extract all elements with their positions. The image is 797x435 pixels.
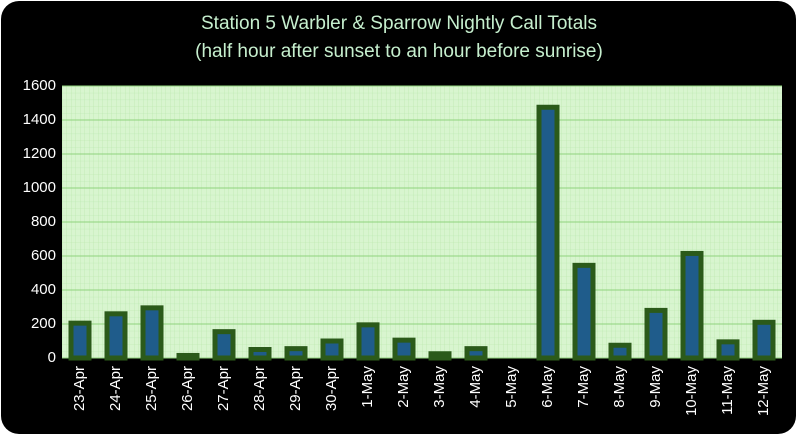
- chart-title: Station 5 Warbler & Sparrow Nightly Call…: [201, 13, 597, 34]
- x-tick-label: 2-May: [395, 366, 412, 408]
- x-tick-label: 12-May: [755, 366, 772, 417]
- bar: [680, 250, 704, 361]
- x-tick-label: 27-Apr: [215, 366, 232, 411]
- x-tick-label: 10-May: [683, 366, 700, 417]
- bar: [752, 319, 776, 361]
- y-tick-label: 400: [31, 281, 56, 298]
- x-tick-label: 1-May: [359, 366, 376, 408]
- x-tick-label: 7-May: [575, 366, 592, 408]
- y-tick-label: 1400: [23, 111, 56, 128]
- bar: [428, 351, 452, 361]
- y-tick-label: 0: [48, 349, 56, 366]
- bar: [392, 337, 416, 361]
- bar: [104, 311, 128, 361]
- x-tick-label: 26-Apr: [179, 366, 196, 411]
- y-tick-label: 200: [31, 315, 56, 332]
- bar: [644, 307, 668, 361]
- x-tick-label: 24-Apr: [107, 366, 124, 411]
- y-tick-label: 1600: [23, 77, 56, 94]
- bar: [464, 346, 488, 361]
- x-tick-label: 5-May: [503, 366, 520, 408]
- bar: [176, 352, 200, 361]
- y-tick-label: 1200: [23, 145, 56, 162]
- x-tick-label: 28-Apr: [251, 366, 268, 411]
- bar: [608, 342, 632, 361]
- chart-subtitle: (half hour after sunset to an hour befor…: [195, 41, 603, 62]
- bar: [572, 262, 596, 361]
- x-tick-label: 3-May: [431, 366, 448, 408]
- bar: [68, 320, 92, 361]
- y-tick-label: 800: [31, 213, 56, 230]
- y-tick-label: 1000: [23, 179, 56, 196]
- x-tick-label: 23-Apr: [71, 366, 88, 411]
- x-tick-label: 30-Apr: [323, 366, 340, 411]
- bar: [284, 346, 308, 361]
- bar: [356, 322, 380, 361]
- x-tick-label: 4-May: [467, 366, 484, 408]
- x-tick-label: 9-May: [647, 366, 664, 408]
- bar: [320, 338, 344, 361]
- x-tick-label: 6-May: [539, 366, 556, 408]
- x-tick-label: 8-May: [611, 366, 628, 408]
- bar: [212, 329, 236, 361]
- x-tick-label: 25-Apr: [143, 366, 160, 411]
- x-tick-label: 29-Apr: [287, 366, 304, 411]
- x-tick-label: 11-May: [719, 366, 736, 415]
- y-tick-label: 600: [31, 247, 56, 264]
- bar: [248, 347, 272, 361]
- bar: [536, 104, 560, 361]
- bar: [716, 339, 740, 361]
- bar: [140, 305, 164, 361]
